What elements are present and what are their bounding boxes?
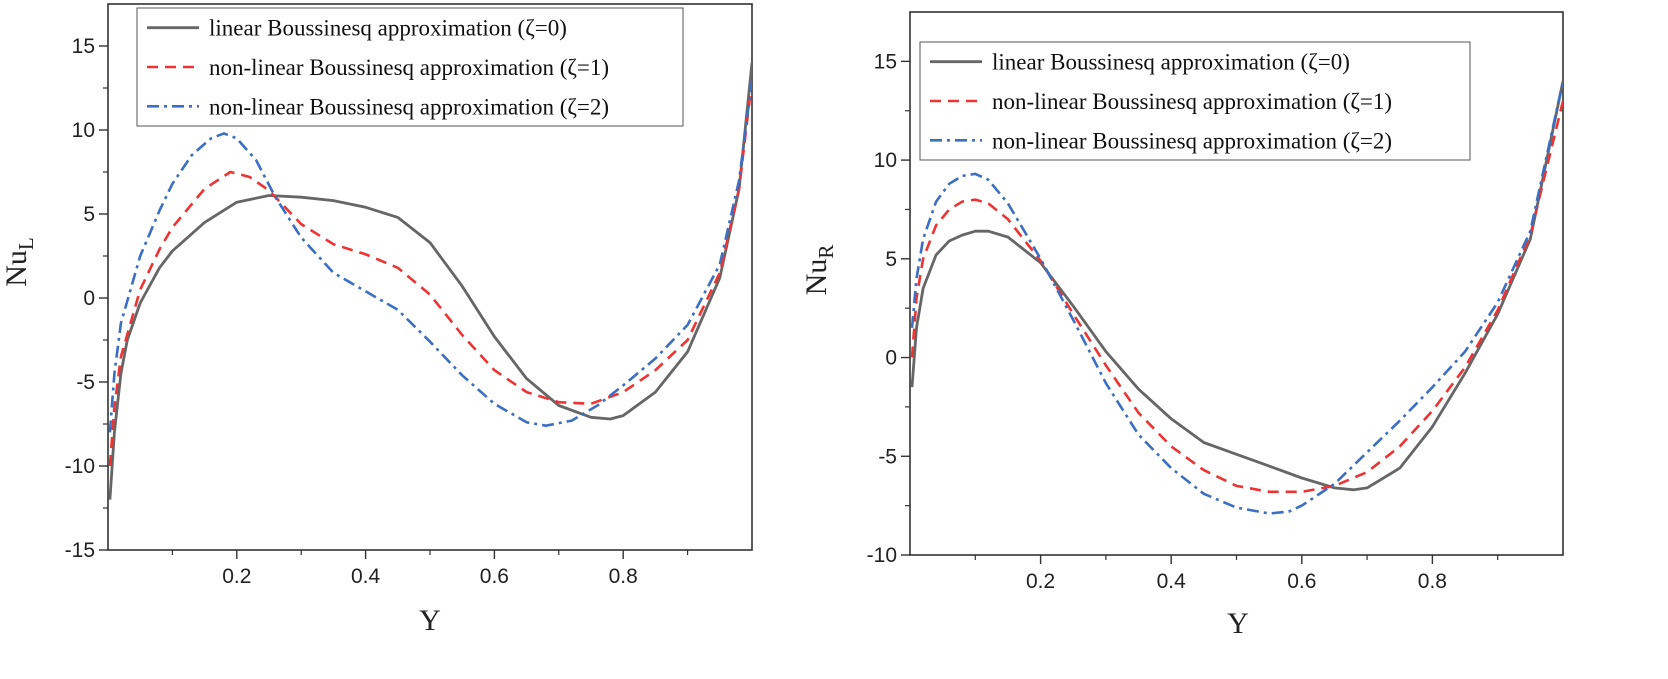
y-tick-label: 15 [874,50,897,73]
y-tick-label: 10 [72,119,95,142]
x-axis-label: Y [1227,607,1249,640]
plot-area [910,80,1563,515]
plot-area [108,62,752,500]
x-tick-label: 0.6 [480,565,509,588]
y-tick-label: -10 [65,455,95,478]
y-tick-label: 10 [874,149,897,172]
chart-right-nu-r: 0.2 0.4 0.6 0.8 -10 -5 0 5 10 15 linear Boussinesq… [800,11,1564,640]
x-tick-label: 0.4 [351,565,381,588]
series-line-zeta-2 [108,79,752,433]
x-tick-label: 0.8 [1418,570,1447,593]
x-tick-label: 0.4 [1157,570,1187,593]
series-line-zeta-1 [108,79,752,467]
series-line-zeta-0 [108,62,752,500]
y-tick-label: -10 [867,544,897,567]
y-tick-label: 0 [83,287,95,310]
y-tick-label: -5 [76,371,95,394]
y-tick-label: 0 [885,347,897,370]
x-tick-label: 0.2 [1026,570,1055,593]
legend: linear Boussinesq approximation (ζ=0) non… [136,7,684,127]
series-line-zeta-1 [910,100,1563,494]
legend-box [919,41,1471,161]
legend: linear Boussinesq approximation (ζ=0) non… [919,41,1471,161]
legend-label-zeta-0: linear Boussinesq approximation (ζ=0) [992,50,1350,75]
series-line-zeta-2 [910,80,1563,515]
y-tick-label: 5 [885,248,897,271]
y-tick-label: 15 [72,35,95,58]
y-axis-label: NuL [0,237,38,287]
legend-label-zeta-1: non-linear Boussinesq approximation (ζ=1… [992,89,1392,114]
x-tick-label: 0.6 [1287,570,1316,593]
y-tick-label: -5 [878,445,897,468]
legend-label-zeta-2: non-linear Boussinesq approximation (ζ=2… [992,128,1392,153]
legend-label-zeta-1: non-linear Boussinesq approximation (ζ=1… [209,55,609,80]
legend-box [136,7,684,127]
y-tick-label: -15 [65,539,95,562]
legend-label-zeta-0: linear Boussinesq approximation (ζ=0) [209,16,567,41]
legend-label-zeta-2: non-linear Boussinesq approximation (ζ=2… [209,94,609,119]
y-axis-label: NuR [800,245,838,296]
x-axis-label: Y [419,604,441,637]
x-tick-label: 0.8 [609,565,638,588]
y-tick-label: 5 [83,203,95,226]
series-line-zeta-0 [910,80,1563,492]
x-tick-label: 0.2 [222,565,251,588]
chart-left-nu-l: 0.2 0.4 0.6 0.8 -15 -10 -5 0 5 10 15 linear Boussin… [0,3,753,637]
